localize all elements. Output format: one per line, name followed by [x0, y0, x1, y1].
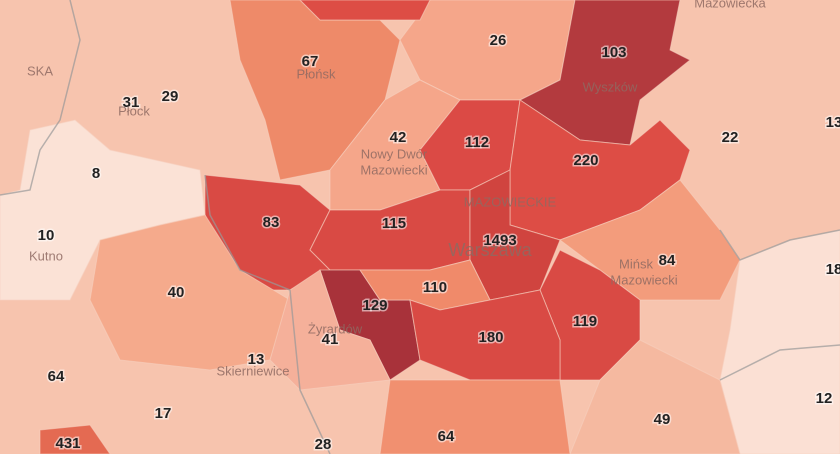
region-value: 129 [362, 297, 387, 314]
region-value: 42 [390, 129, 407, 146]
place-name: Warszawa [448, 240, 532, 260]
region-value: 28 [315, 436, 332, 453]
place-name: SKA [27, 63, 53, 78]
region-value: 12 [816, 390, 833, 407]
place-name: Żyrardów [308, 321, 363, 336]
region-value: 180 [478, 329, 503, 346]
region [0, 119, 206, 301]
region-value: 49 [654, 411, 671, 428]
place-name: Wyszków [583, 79, 638, 94]
place-name: MAZOWIECKIE [464, 194, 557, 209]
region [269, 269, 391, 391]
region-value: 26 [490, 32, 507, 49]
region-value: 115 [382, 215, 406, 232]
border [204, 174, 331, 454]
region [39, 424, 111, 454]
border [719, 229, 840, 261]
region-value: 103 [601, 44, 626, 61]
region [519, 0, 691, 146]
region [409, 289, 561, 381]
region-value: 8 [92, 165, 100, 182]
region-value: 64 [48, 368, 65, 385]
region [299, 0, 431, 21]
region-value: 10 [38, 227, 55, 244]
region-value: 13 [248, 351, 265, 368]
region-value: 18 [826, 261, 840, 278]
region-value: 112 [465, 134, 489, 151]
region-value: 22 [722, 129, 739, 146]
region-value: 64 [438, 428, 455, 445]
place-name: Mazowiecki [610, 272, 677, 287]
place-name: Mazowiecki [360, 162, 427, 177]
region-value: 83 [263, 214, 280, 231]
region [89, 214, 291, 371]
region-value: 110 [423, 279, 447, 296]
place-name: Mińsk [619, 256, 653, 271]
region-value: 41 [322, 331, 339, 348]
region-value: 119 [573, 313, 597, 330]
region-value: 29 [162, 88, 179, 105]
place-name: Płońsk [296, 66, 336, 81]
region-value: 220 [573, 152, 598, 169]
region [379, 379, 571, 454]
region-value: 431 [55, 435, 80, 452]
border [0, 0, 81, 196]
region-value: 13 [826, 114, 840, 131]
region-value: 67 [302, 53, 319, 70]
region-value: 84 [659, 252, 676, 269]
place-name: Płock [118, 103, 150, 118]
place-name: Kutno [29, 248, 63, 263]
place-name: Skierniewice [217, 363, 290, 378]
border [719, 344, 840, 381]
place-name: Nowy Dwór [361, 146, 428, 161]
region-value: 31 [123, 94, 140, 111]
region-value: 1493 [483, 232, 516, 249]
region [569, 339, 741, 454]
place-name: Mazowiecka [694, 0, 766, 10]
region-value: 40 [168, 284, 185, 301]
region-value: 17 [155, 405, 172, 422]
